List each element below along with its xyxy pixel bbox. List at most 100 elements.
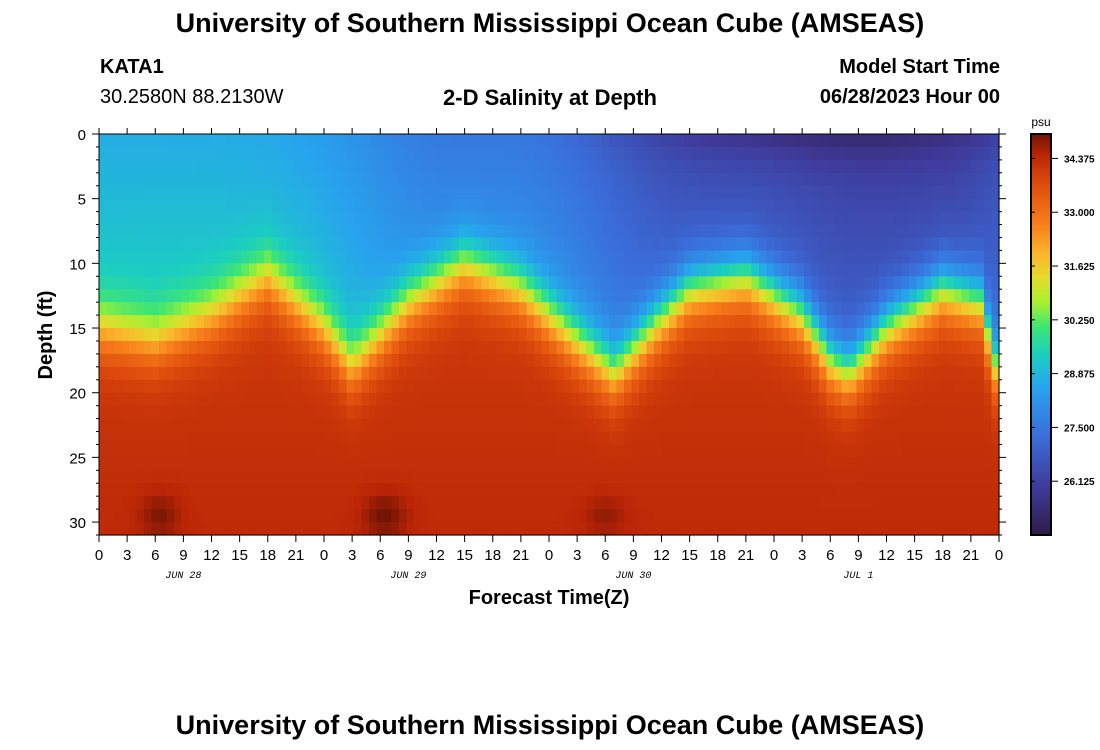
heatmap-cell — [984, 392, 993, 407]
heatmap-cell — [511, 366, 520, 381]
heatmap-cell — [114, 457, 123, 471]
heatmap-cell — [811, 315, 820, 329]
heatmap-cell — [346, 418, 355, 433]
heatmap-cell — [159, 522, 168, 536]
heatmap-cell — [481, 289, 490, 303]
heatmap-cell — [436, 172, 445, 187]
heatmap-cell — [616, 289, 625, 303]
heatmap-cell — [526, 496, 535, 510]
heatmap-cell — [864, 470, 873, 484]
heatmap-cell — [331, 146, 340, 161]
heatmap-cell — [864, 509, 873, 523]
heatmap-cell — [729, 185, 738, 200]
heatmap-cell — [481, 315, 490, 329]
heatmap-cell — [241, 315, 250, 329]
heatmap-cell — [954, 431, 963, 446]
heatmap-cell — [706, 353, 715, 368]
heatmap-cell — [879, 431, 888, 446]
heatmap-cell — [189, 444, 198, 458]
heatmap-cell — [871, 483, 880, 497]
heatmap-cell — [406, 457, 415, 471]
heatmap-cell — [789, 134, 798, 148]
heatmap-cell — [841, 237, 850, 252]
heatmap-cell — [594, 496, 603, 510]
heatmap-cell — [676, 470, 685, 484]
heatmap-cell — [466, 444, 475, 458]
heatmap-cell — [166, 146, 175, 161]
heatmap-cell — [489, 328, 498, 342]
heatmap-cell — [616, 340, 625, 355]
heatmap-cell — [961, 328, 970, 342]
heatmap-cell — [916, 211, 925, 226]
heatmap-cell — [226, 496, 235, 510]
heatmap-cell — [151, 172, 160, 187]
heatmap-cell — [924, 289, 933, 303]
heatmap-cell — [864, 134, 873, 148]
heatmap-cell — [729, 263, 738, 277]
heatmap-cell — [166, 522, 175, 536]
heatmap-cell — [714, 185, 723, 200]
heatmap-cell — [474, 224, 483, 239]
heatmap-cell — [714, 146, 723, 161]
heatmap-cell — [939, 224, 948, 239]
heatmap-cell — [961, 522, 970, 536]
heatmap-cell — [114, 470, 123, 484]
heatmap-cell — [961, 315, 970, 329]
heatmap-cell — [886, 353, 895, 368]
heatmap-cell — [249, 172, 258, 187]
heatmap-cell — [474, 134, 483, 148]
heatmap-cell — [924, 509, 933, 523]
heatmap-cell — [226, 263, 235, 277]
heatmap-cell — [211, 444, 220, 458]
heatmap-cell — [166, 263, 175, 277]
heatmap-cell — [871, 276, 880, 290]
heatmap-cell — [744, 392, 753, 407]
heatmap-cell — [459, 198, 468, 213]
heatmap-cell — [759, 302, 768, 316]
heatmap-cell — [489, 134, 498, 148]
heatmap-cell — [624, 353, 633, 368]
heatmap-cell — [421, 405, 430, 420]
heatmap-cell — [841, 276, 850, 290]
heatmap-cell — [541, 366, 550, 381]
heatmap-cell — [264, 276, 273, 290]
heatmap-cell — [429, 366, 438, 381]
heatmap-cell — [234, 146, 243, 161]
heatmap-cell — [421, 392, 430, 407]
heatmap-cell — [369, 418, 378, 433]
heatmap-cell — [159, 263, 168, 277]
heatmap-cell — [571, 496, 580, 510]
heatmap-cell — [939, 509, 948, 523]
heatmap-cell — [339, 185, 348, 200]
heatmap-cell — [736, 134, 745, 148]
heatmap-cell — [331, 444, 340, 458]
heatmap-cell — [789, 366, 798, 381]
heatmap-cell — [601, 185, 610, 200]
heatmap-cell — [151, 263, 160, 277]
heatmap-cell — [459, 483, 468, 497]
heatmap-cell — [354, 146, 363, 161]
heatmap-cell — [819, 496, 828, 510]
heatmap-cell — [136, 522, 145, 536]
heatmap-cell — [301, 470, 310, 484]
heatmap-cell — [706, 159, 715, 174]
heatmap-cell — [399, 470, 408, 484]
heatmap-cell — [766, 405, 775, 420]
heatmap-cell — [789, 250, 798, 264]
heatmap-cell — [136, 509, 145, 523]
heatmap-cell — [609, 315, 618, 329]
heatmap-cell — [804, 237, 813, 252]
heatmap-cell — [924, 522, 933, 536]
heatmap-cell — [541, 522, 550, 536]
heatmap-cell — [129, 405, 138, 420]
heatmap-cell — [714, 159, 723, 174]
heatmap-cell — [564, 198, 573, 213]
heatmap-cell — [279, 315, 288, 329]
heatmap-cell — [669, 509, 678, 523]
heatmap-cell — [969, 146, 978, 161]
heatmap-cell — [361, 289, 370, 303]
heatmap-cell — [601, 496, 610, 510]
heatmap-cell — [459, 522, 468, 536]
heatmap-cell — [976, 276, 985, 290]
heatmap-cell — [759, 198, 768, 213]
